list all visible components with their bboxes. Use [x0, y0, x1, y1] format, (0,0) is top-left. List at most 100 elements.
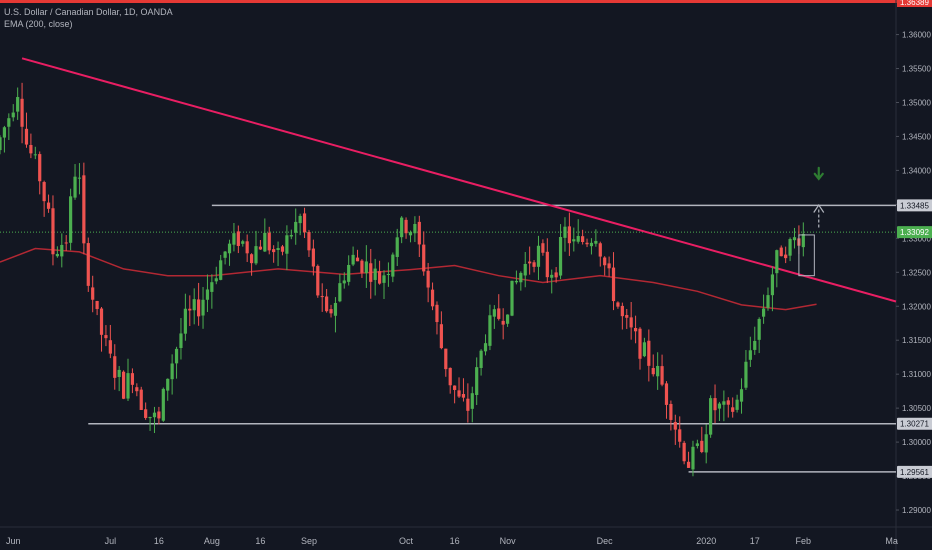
candle-body	[461, 394, 466, 398]
y-tick-label: 1.32000	[902, 302, 931, 311]
candle-body	[55, 253, 59, 257]
y-tick-label: 1.34000	[902, 166, 931, 175]
candle-body	[616, 302, 620, 307]
x-tick-label: Oct	[399, 536, 414, 546]
candle-body	[545, 251, 549, 278]
candle-body	[691, 446, 695, 470]
candle-body	[38, 154, 42, 182]
candle-body	[625, 314, 629, 318]
candle-body	[554, 272, 558, 278]
candle-body	[377, 271, 382, 284]
candle-body	[528, 261, 532, 264]
candle-body	[60, 244, 64, 257]
candle-body	[294, 221, 298, 233]
candle-body	[386, 273, 391, 275]
chart-legend: U.S. Dollar / Canadian Dollar, 1D, OANDA…	[4, 6, 173, 30]
candle-body	[29, 145, 33, 154]
candle-body	[121, 371, 126, 399]
candle-body	[201, 299, 205, 316]
candle-body	[99, 308, 104, 335]
y-tick-label: 1.36000	[902, 31, 931, 40]
y-tick-label: 1.30500	[902, 404, 931, 413]
candle-body	[470, 393, 474, 409]
candle-body	[766, 295, 770, 308]
x-tick-label: Feb	[796, 536, 812, 546]
candle-body	[413, 224, 417, 234]
candle-body	[775, 250, 779, 274]
candle-body	[576, 236, 580, 242]
candle-body	[117, 369, 121, 377]
x-tick-label: Aug	[204, 536, 220, 546]
candle-body	[475, 367, 479, 395]
ema-indicator-label: EMA (200, close)	[4, 19, 73, 29]
candle-body	[205, 289, 210, 300]
consolidation-box	[798, 234, 815, 277]
candle-body	[316, 265, 320, 296]
candle-body	[700, 440, 704, 453]
candle-body	[792, 237, 797, 241]
y-tick-label: 1.29000	[902, 506, 931, 515]
candle-body	[519, 272, 523, 283]
candle-body	[757, 318, 761, 340]
y-tick-label: 1.30000	[902, 438, 931, 447]
candle-body	[660, 366, 664, 385]
candle-body	[748, 350, 752, 360]
candle-body	[492, 309, 496, 317]
candle-body	[197, 299, 201, 317]
candle-body	[430, 289, 435, 307]
candle-body	[64, 242, 68, 244]
candle-body	[673, 422, 677, 430]
candle-body	[280, 246, 285, 252]
candle-body	[298, 215, 302, 224]
candle-body	[329, 309, 333, 314]
candle-body	[426, 270, 430, 288]
candle-body	[232, 233, 236, 245]
candle-body	[572, 239, 576, 242]
candle-body	[656, 365, 660, 377]
trendline	[21, 57, 897, 303]
candle-body	[642, 342, 647, 357]
candle-body	[422, 244, 426, 272]
top-price-label: 1.36389	[900, 0, 929, 7]
down-arrow-icon	[813, 166, 824, 181]
candle-body	[86, 243, 90, 286]
candle-body	[148, 416, 152, 419]
candle-body	[664, 383, 669, 405]
candle-body	[42, 182, 46, 202]
x-tick-label: Dec	[597, 536, 614, 546]
y-tick-label: 1.35500	[902, 65, 931, 74]
candle-body	[320, 296, 324, 298]
candle-body	[536, 245, 541, 267]
candle-body	[139, 389, 143, 410]
candle-body	[483, 343, 488, 352]
candle-body	[488, 315, 492, 346]
candle-body	[717, 403, 722, 409]
candle-body	[558, 237, 563, 276]
candle-body	[391, 254, 395, 277]
candle-body	[761, 308, 766, 317]
candle-body	[161, 388, 165, 421]
candle-body	[254, 246, 258, 264]
candle-body	[589, 242, 594, 247]
candle-body	[695, 443, 699, 446]
candle-body	[311, 248, 315, 267]
candle-body	[581, 236, 585, 243]
x-tick-label: Nov	[500, 536, 517, 546]
y-tick-label: 1.31000	[902, 370, 931, 379]
candle-body	[753, 340, 757, 350]
level-price-label: 1.29561	[900, 468, 929, 477]
level-price-label: 1.30271	[900, 420, 929, 429]
candle-body	[360, 260, 364, 273]
candle-body	[669, 403, 673, 420]
chevron-up-icon	[813, 203, 825, 213]
candle-body	[598, 243, 602, 257]
x-tick-label: Jul	[105, 536, 117, 546]
candle-body	[435, 304, 439, 323]
candle-body	[263, 232, 267, 252]
candle-body	[333, 302, 338, 316]
candle-body	[174, 348, 179, 364]
candle-body	[779, 247, 783, 257]
candle-body	[633, 327, 638, 332]
candle-body	[108, 340, 112, 354]
